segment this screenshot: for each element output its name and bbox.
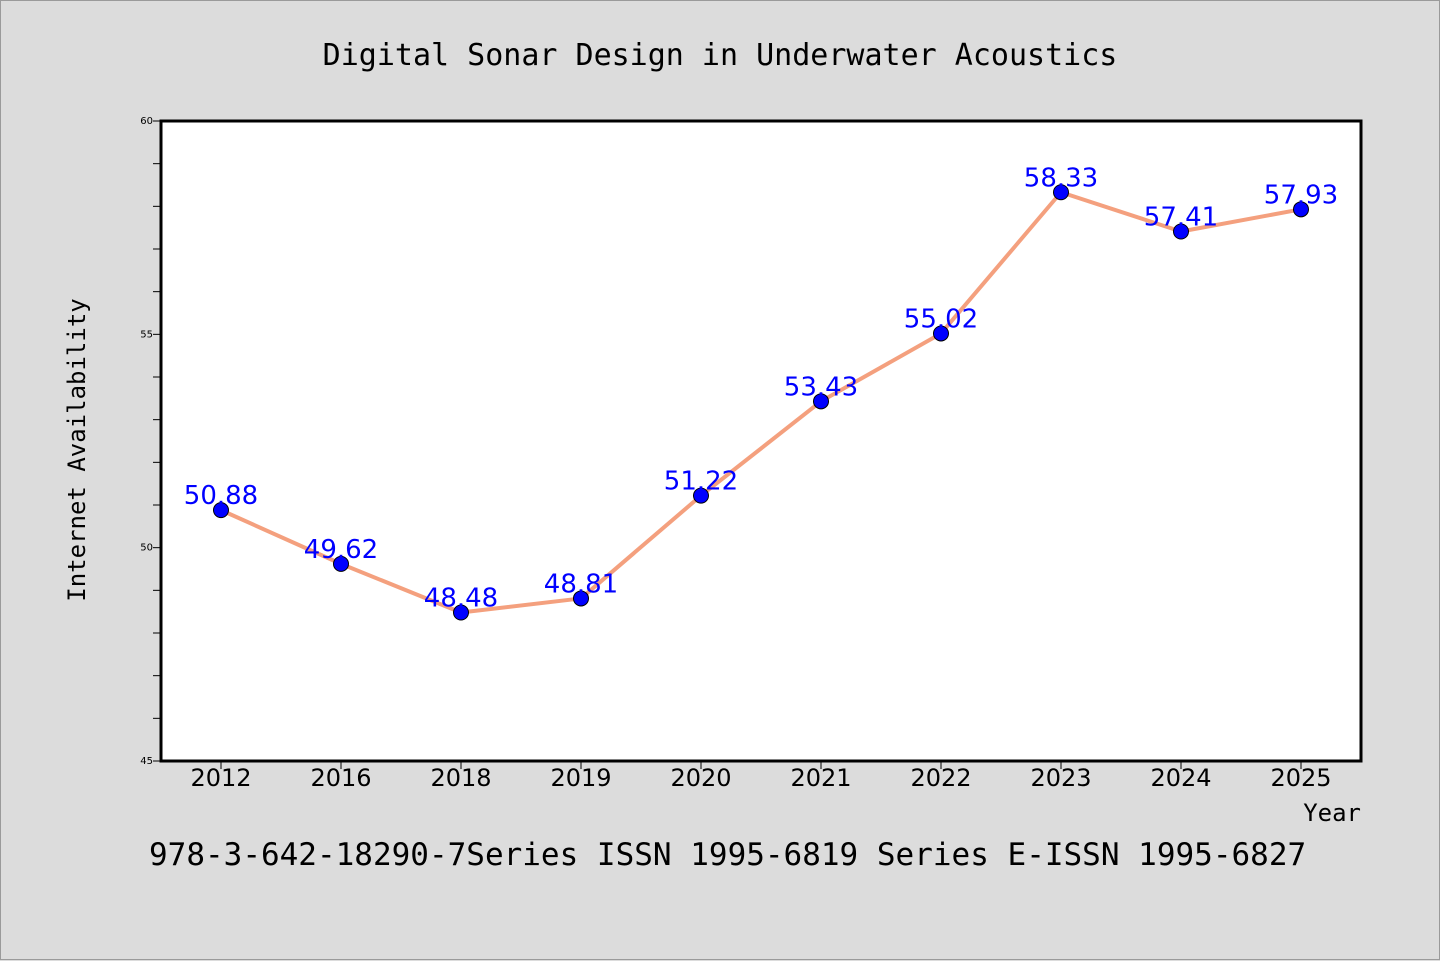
- y-tick-label: 50: [140, 543, 153, 554]
- data-point-marker: [573, 590, 589, 607]
- data-point-marker: [933, 325, 949, 342]
- data-point-label: 48.48: [424, 584, 498, 614]
- data-point-marker: [333, 555, 349, 572]
- x-tick-label: 2024: [1150, 764, 1211, 792]
- y-axis-ticks: 45 50 55 60: [140, 116, 161, 767]
- series-line: [219, 190, 1303, 615]
- data-point-marker: [693, 487, 709, 504]
- chart-title: Digital Sonar Design in Underwater Acous…: [323, 38, 1118, 73]
- data-point-label: 48.81: [544, 569, 618, 599]
- data-point-marker: [1173, 223, 1189, 240]
- y-axis-label: Internet Availability: [63, 298, 91, 601]
- data-point-marker: [1293, 201, 1309, 218]
- x-tick-label: 2025: [1270, 764, 1331, 792]
- data-point-marker: [813, 393, 829, 410]
- plot-area: [159, 119, 1363, 763]
- y-tick-label: 55: [140, 329, 153, 340]
- x-tick-label: 2021: [790, 764, 851, 792]
- data-point-label: 57.41: [1144, 203, 1218, 233]
- x-tick-label: 2019: [550, 764, 611, 792]
- data-point-label: 58.33: [1024, 163, 1098, 193]
- x-axis-label: Year: [1303, 799, 1361, 827]
- x-tick-label: 2022: [910, 764, 971, 792]
- data-point-label: 51.22: [664, 467, 738, 497]
- data-point-marker: [213, 502, 229, 519]
- x-tick-label: 2018: [430, 764, 491, 792]
- data-labels: 50.88 49.62 48.48 48.81 51.22 53.43 55.02 58.33…: [184, 163, 1338, 613]
- data-point-label: 57.93: [1264, 180, 1338, 210]
- x-tick-label: 2016: [310, 764, 371, 792]
- x-tick-label: 2012: [190, 764, 251, 792]
- data-point-label: 49.62: [304, 535, 378, 565]
- y-tick-label: 45: [140, 756, 153, 767]
- data-point-marker: [1053, 184, 1069, 201]
- data-markers: [213, 184, 1309, 621]
- data-point-label: 50.88: [184, 481, 258, 511]
- data-point-label: 55.02: [904, 304, 978, 334]
- x-tick-label: 2023: [1030, 764, 1091, 792]
- data-point-marker: [453, 604, 469, 621]
- x-axis-ticks: 2012 2016 2018 2019 2020 2021 2022 2023 2024 2025: [190, 761, 1332, 792]
- footer-isbn-issn: 978-3-642-18290-7Series ISSN 1995-6819 S…: [149, 837, 1306, 873]
- y-tick-label: 60: [140, 116, 153, 127]
- data-point-label: 53.43: [784, 372, 858, 402]
- x-tick-label: 2020: [670, 764, 731, 792]
